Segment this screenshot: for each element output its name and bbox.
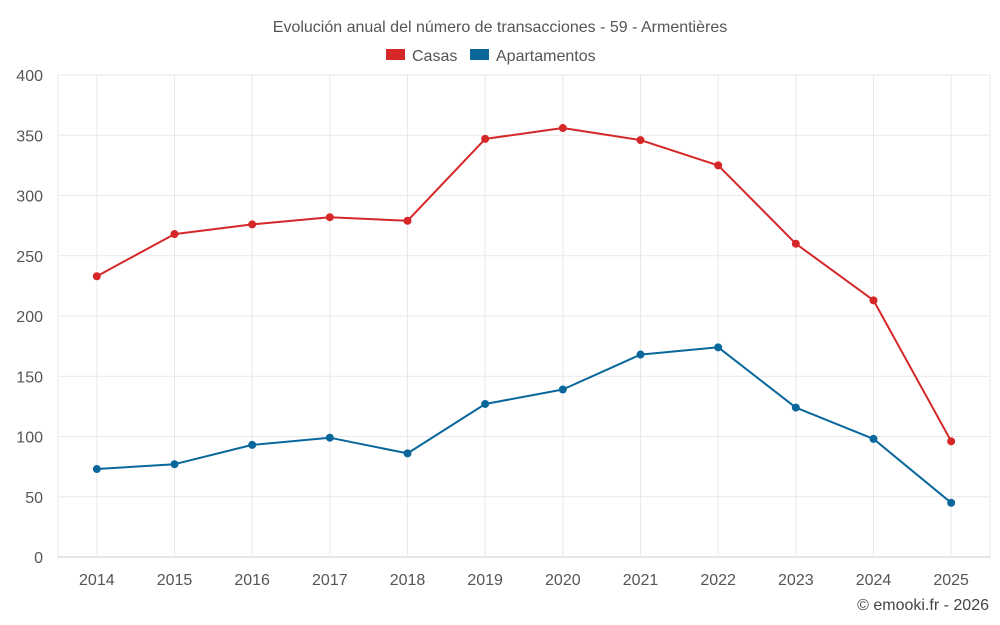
data-point-casas[interactable] bbox=[170, 230, 179, 239]
data-point-apartamentos[interactable] bbox=[325, 433, 334, 442]
series-casas bbox=[92, 124, 956, 446]
x-tick-label: 2015 bbox=[157, 572, 193, 589]
y-tick-label: 300 bbox=[16, 189, 43, 206]
y-tick-label: 0 bbox=[34, 550, 43, 567]
x-tick-label: 2017 bbox=[312, 572, 348, 589]
x-tick-label: 2021 bbox=[623, 572, 659, 589]
data-point-apartamentos[interactable] bbox=[636, 350, 645, 359]
data-point-apartamentos[interactable] bbox=[714, 343, 723, 352]
legend-label-casas[interactable]: Casas bbox=[412, 48, 457, 65]
y-axis-tick-labels: 0 50 100 150 200 250 300 350 400 bbox=[16, 68, 43, 567]
series-line-casas bbox=[96, 127, 953, 442]
series-layer bbox=[92, 124, 956, 507]
data-point-apartamentos[interactable] bbox=[558, 385, 567, 394]
x-tick-label: 2022 bbox=[700, 572, 736, 589]
data-point-casas[interactable] bbox=[325, 213, 334, 222]
x-tick-label: 2024 bbox=[856, 572, 892, 589]
data-point-casas[interactable] bbox=[248, 220, 257, 229]
data-point-casas[interactable] bbox=[947, 437, 956, 446]
series-apartamentos bbox=[92, 343, 956, 507]
y-tick-label: 400 bbox=[16, 68, 43, 85]
x-tick-label: 2014 bbox=[79, 572, 115, 589]
x-axis-tick-labels: 2014 2015 2016 2017 2018 2019 2020 2021 2022 2023… bbox=[79, 572, 969, 589]
data-point-casas[interactable] bbox=[791, 239, 800, 248]
y-tick-label: 250 bbox=[16, 249, 43, 266]
x-tick-label: 2020 bbox=[545, 572, 581, 589]
data-point-apartamentos[interactable] bbox=[791, 403, 800, 412]
data-point-casas[interactable] bbox=[714, 161, 723, 170]
data-point-apartamentos[interactable] bbox=[869, 434, 878, 443]
data-point-apartamentos[interactable] bbox=[403, 449, 412, 458]
data-point-apartamentos[interactable] bbox=[481, 399, 490, 408]
chart-title: Evolución anual del número de transaccio… bbox=[273, 19, 727, 36]
y-tick-label: 200 bbox=[16, 309, 43, 326]
data-point-casas[interactable] bbox=[558, 124, 567, 133]
legend-swatch-apartamentos bbox=[470, 49, 489, 60]
data-point-casas[interactable] bbox=[869, 296, 878, 305]
data-point-apartamentos[interactable] bbox=[170, 460, 179, 469]
credit-text: © emooki.fr - 2026 bbox=[857, 597, 989, 614]
series-line-apartamentos bbox=[96, 346, 952, 504]
data-point-casas[interactable] bbox=[636, 136, 645, 145]
x-tick-label: 2018 bbox=[390, 572, 426, 589]
y-tick-label: 150 bbox=[16, 369, 43, 386]
y-tick-label: 350 bbox=[16, 128, 43, 145]
data-point-casas[interactable] bbox=[92, 272, 101, 281]
legend-swatch-casas bbox=[386, 49, 405, 60]
data-point-casas[interactable] bbox=[403, 216, 412, 225]
x-tick-label: 2019 bbox=[467, 572, 503, 589]
data-point-apartamentos[interactable] bbox=[947, 498, 956, 507]
x-tick-label: 2025 bbox=[933, 572, 969, 589]
data-point-apartamentos[interactable] bbox=[92, 465, 101, 474]
x-tick-label: 2016 bbox=[234, 572, 270, 589]
y-tick-label: 100 bbox=[16, 430, 43, 447]
grid bbox=[57, 74, 991, 558]
data-point-casas[interactable] bbox=[481, 134, 490, 143]
legend-label-apartamentos[interactable]: Apartamentos bbox=[496, 48, 596, 65]
legend: Casas Apartamentos bbox=[386, 48, 596, 65]
y-tick-label: 50 bbox=[25, 490, 43, 507]
data-point-apartamentos[interactable] bbox=[248, 440, 257, 449]
x-tick-label: 2023 bbox=[778, 572, 814, 589]
